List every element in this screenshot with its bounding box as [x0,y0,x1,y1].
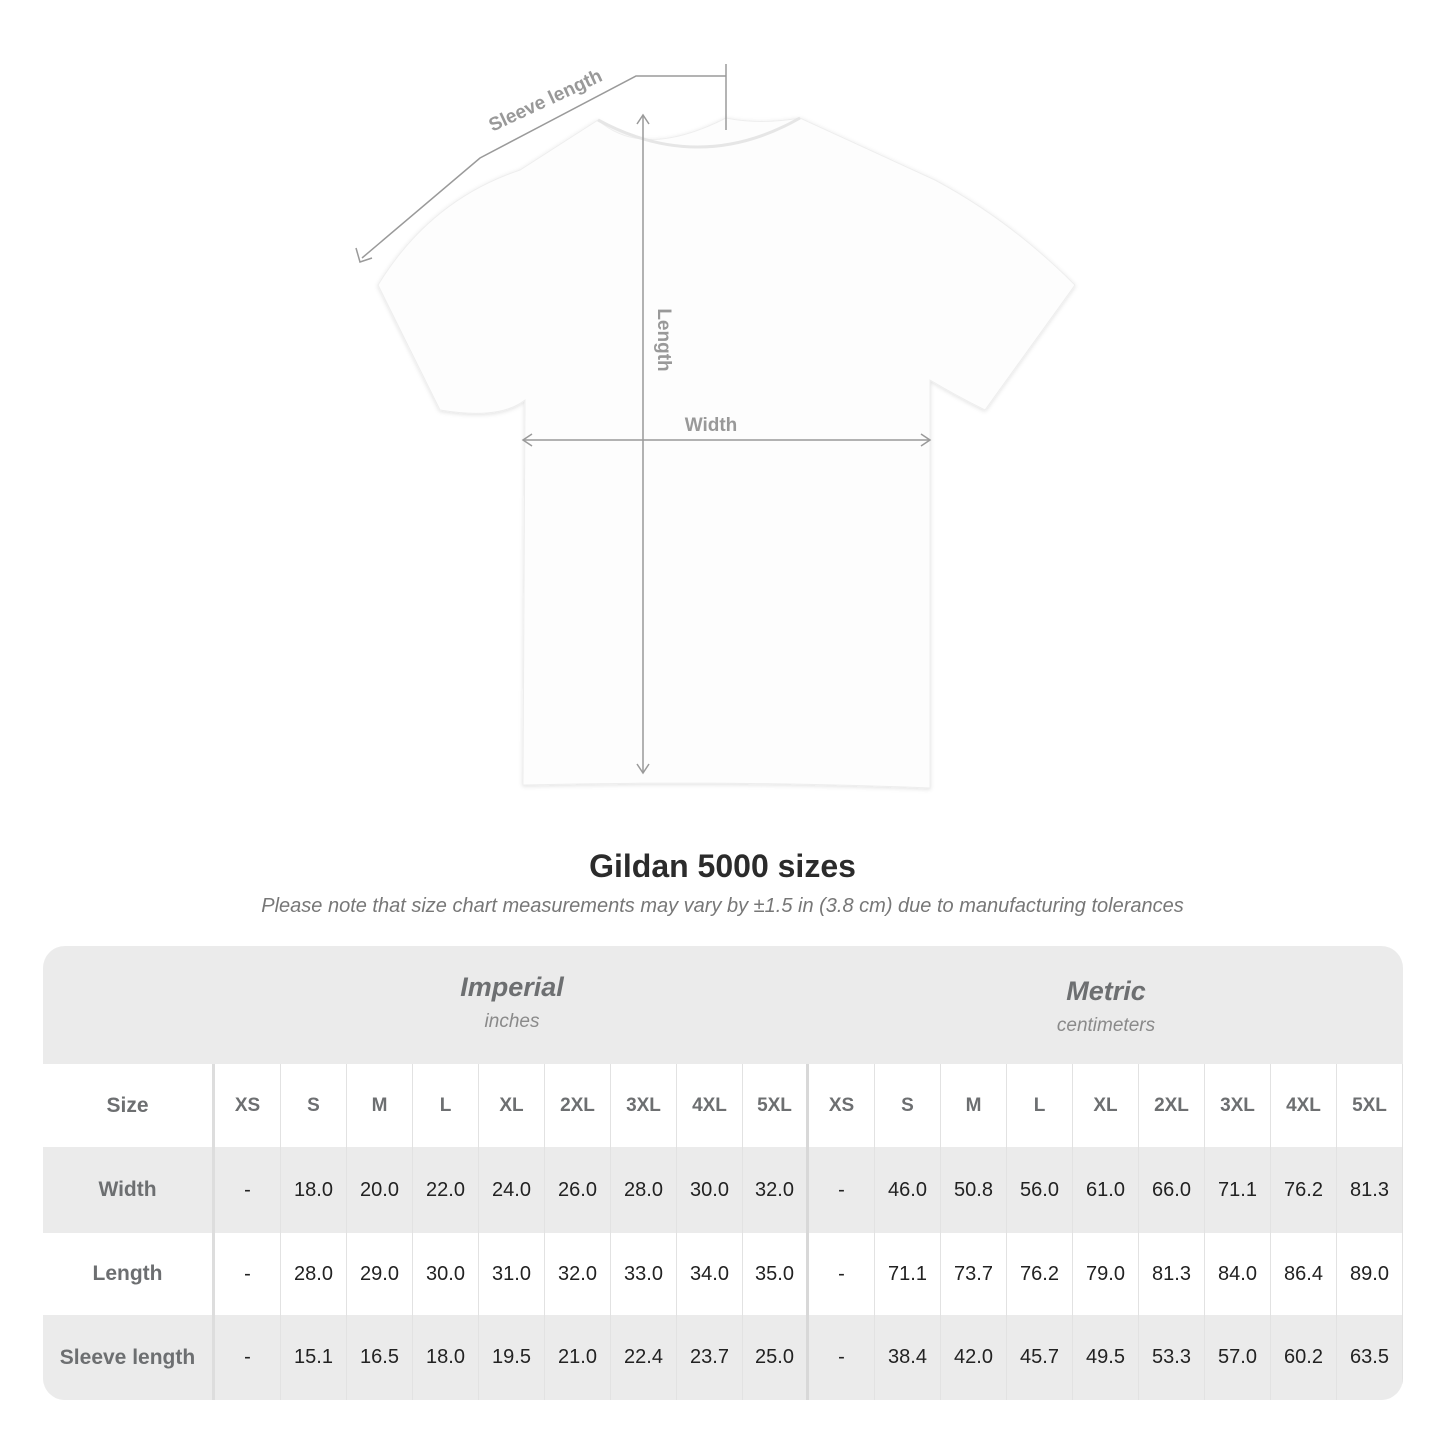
row-label: Length [43,1233,215,1315]
value-cell: 45.7 [1007,1315,1073,1400]
size-header-cell: 3XL [1205,1064,1271,1147]
page-title: Gildan 5000 sizes [589,848,856,884]
tolerance-note: Please note that size chart measurements… [261,895,1184,917]
value-cell: 26.0 [545,1147,611,1233]
value-cell: 35.0 [743,1233,809,1315]
size-header-cell: M [941,1064,1007,1147]
value-cell: 60.2 [1271,1315,1337,1400]
imperial-label: Imperial [460,972,564,1002]
value-cell: - [215,1147,281,1233]
table-row: Sleeve length -15.1 16.5 18.0 19.5 21.0 22.4 23… [43,1315,1403,1400]
size-header-cell: 4XL [677,1064,743,1147]
row-label: Size [43,1064,215,1147]
value-cell: 28.0 [611,1147,677,1233]
value-cell: 22.4 [611,1315,677,1400]
value-cell: - [809,1147,875,1233]
width-label: Width [685,415,738,436]
value-cell: - [215,1233,281,1315]
value-cell: 79.0 [1073,1233,1139,1315]
value-cell: - [215,1315,281,1400]
value-cell: 24.0 [479,1147,545,1233]
value-cell: 19.5 [479,1315,545,1400]
value-cell: 30.0 [677,1147,743,1233]
value-cell: 32.0 [545,1233,611,1315]
tshirt-shape [377,117,1076,789]
value-cell: 25.0 [743,1315,809,1400]
size-header-cell: S [281,1064,347,1147]
size-header-cell: M [347,1064,413,1147]
size-table: Imperial inches Metric centimeters Size X… [43,946,1403,1400]
value-cell: 71.1 [875,1233,941,1315]
value-cell: 81.3 [1337,1147,1403,1233]
size-header-cell: XL [1073,1064,1139,1147]
value-cell: 71.1 [1205,1147,1271,1233]
size-header-cell: 4XL [1271,1064,1337,1147]
size-header-cell: 5XL [743,1064,809,1147]
tshirt-diagram: Sleeve length Length Width [355,64,1076,789]
measurement-lines [355,64,932,775]
size-header-cell: 2XL [545,1064,611,1147]
value-cell: 57.0 [1205,1315,1271,1400]
value-cell: 81.3 [1139,1233,1205,1315]
value-cell: 56.0 [1007,1147,1073,1233]
row-label: Sleeve length [43,1315,215,1400]
size-header-row: Size XS S M L XL 2XL 3XL 4XL 5XL XS S M L XL 2XL 3XL 4XL 5… [43,1064,1403,1147]
value-cell: 22.0 [413,1147,479,1233]
value-cell: 29.0 [347,1233,413,1315]
table-row: Width -18.0 20.0 22.0 24.0 26.0 28.0 30.0 32.0-4… [43,1147,1403,1233]
value-cell: 89.0 [1337,1233,1403,1315]
value-cell: 20.0 [347,1147,413,1233]
value-cell: 61.0 [1073,1147,1139,1233]
value-cell: 23.7 [677,1315,743,1400]
value-cell: 84.0 [1205,1233,1271,1315]
value-cell: 31.0 [479,1233,545,1315]
size-header-cell: 5XL [1337,1064,1403,1147]
table-row: Length -28.0 29.0 30.0 31.0 32.0 33.0 34.0 35.0-… [43,1233,1403,1315]
size-header-cell: XL [479,1064,545,1147]
value-cell: 28.0 [281,1233,347,1315]
value-cell: 33.0 [611,1233,677,1315]
size-header-cell: 2XL [1139,1064,1205,1147]
size-header-cell: L [1007,1064,1073,1147]
value-cell: 66.0 [1139,1147,1205,1233]
imperial-unit: inches [484,1011,540,1032]
value-cell: 38.4 [875,1315,941,1400]
value-cell: 30.0 [413,1233,479,1315]
size-header-cell: XS [215,1064,281,1147]
metric-unit: centimeters [1056,1015,1156,1036]
value-cell: 46.0 [875,1147,941,1233]
length-label: Length [653,308,674,371]
metric-header: Metric centimeters [809,946,1403,1064]
value-cell: 32.0 [743,1147,809,1233]
row-label: Width [43,1147,215,1233]
value-cell: 63.5 [1337,1315,1403,1400]
value-cell: 73.7 [941,1233,1007,1315]
value-cell: 21.0 [545,1315,611,1400]
value-cell: 76.2 [1271,1147,1337,1233]
value-cell: 50.8 [941,1147,1007,1233]
imperial-header: Imperial inches [215,946,809,1064]
value-cell: - [809,1233,875,1315]
metric-label: Metric [1066,976,1146,1006]
size-header-cell: 3XL [611,1064,677,1147]
value-cell: 49.5 [1073,1315,1139,1400]
value-cell: 16.5 [347,1315,413,1400]
value-cell: - [809,1315,875,1400]
value-cell: 18.0 [413,1315,479,1400]
size-header-cell: S [875,1064,941,1147]
value-cell: 86.4 [1271,1233,1337,1315]
size-header-cell: XS [809,1064,875,1147]
size-header-cell: L [413,1064,479,1147]
value-cell: 76.2 [1007,1233,1073,1315]
value-cell: 18.0 [281,1147,347,1233]
value-cell: 34.0 [677,1233,743,1315]
value-cell: 42.0 [941,1315,1007,1400]
value-cell: 53.3 [1139,1315,1205,1400]
value-cell: 15.1 [281,1315,347,1400]
